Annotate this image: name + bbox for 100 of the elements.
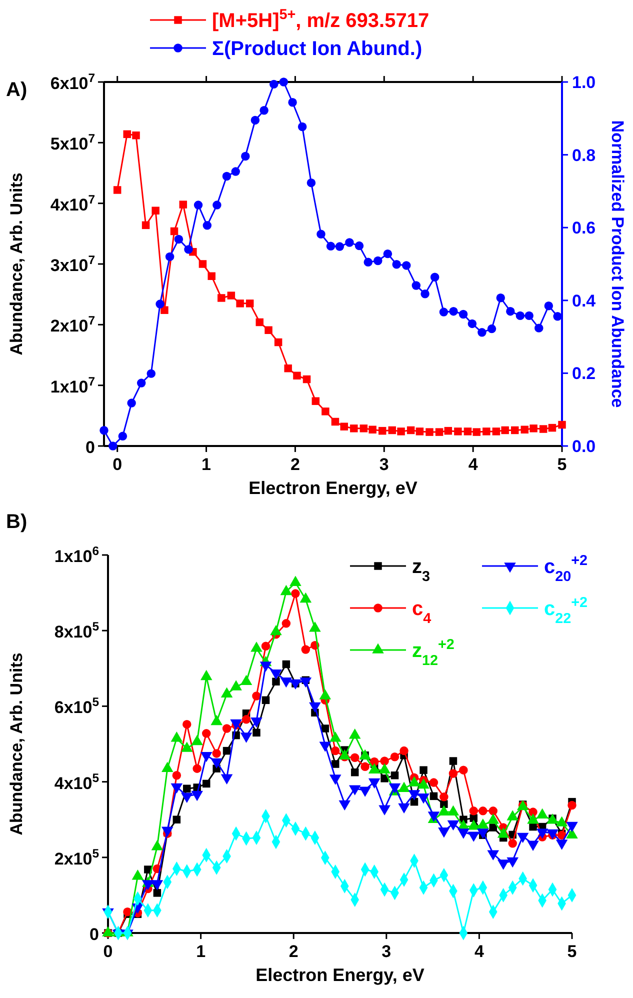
y-axis-title: Abundance, Arb. Units [7, 172, 26, 356]
x-axis-title: Electron Energy, eV [256, 965, 424, 985]
point [288, 98, 297, 107]
y2-tick-label: 1.0 [572, 73, 596, 92]
point [264, 326, 272, 334]
y2-tick-label: 0.8 [572, 146, 596, 165]
x-tick-label: 4 [474, 942, 484, 961]
point [174, 234, 184, 244]
y-tick-label: 2x10$^{7}$ [50, 314, 96, 336]
point [302, 375, 311, 384]
point [487, 324, 496, 334]
x-tick-label: 3 [382, 942, 392, 961]
point [256, 318, 264, 326]
point [236, 300, 244, 308]
point [269, 80, 278, 89]
point [322, 408, 330, 416]
point [402, 261, 411, 270]
point [454, 428, 462, 436]
point [142, 221, 150, 230]
point [202, 221, 212, 230]
point [227, 292, 236, 300]
point [435, 428, 444, 436]
point [194, 200, 203, 210]
point [516, 311, 525, 320]
y-tick-label: 4x10$^{7}$ [50, 192, 96, 214]
point [478, 328, 486, 337]
y2-axis-title: Normalized Product Ion Abundance [608, 120, 627, 408]
point [246, 300, 254, 308]
point [378, 426, 386, 435]
chart-title: B) [6, 511, 28, 533]
point [449, 306, 458, 316]
point [392, 260, 401, 269]
y2-tick-label: 0.4 [572, 291, 596, 310]
x-tick-label: 4 [468, 455, 478, 474]
point [553, 312, 562, 321]
point [368, 426, 376, 434]
point [312, 397, 320, 405]
point [420, 289, 430, 298]
point [212, 200, 222, 210]
point [426, 428, 434, 436]
point [198, 260, 207, 268]
point [345, 238, 354, 247]
x-tick-label: 2 [290, 455, 300, 474]
point [160, 306, 168, 314]
y-tick-label: 0 [90, 925, 99, 944]
point [496, 293, 506, 302]
point [406, 426, 415, 434]
point [534, 324, 544, 332]
point [416, 428, 424, 436]
point [472, 428, 480, 436]
point [118, 432, 128, 441]
y-tick-label: 1x10$^{6}$ [54, 544, 100, 566]
point [548, 424, 556, 432]
point [100, 426, 108, 435]
point [306, 178, 316, 188]
point [506, 306, 515, 316]
point [326, 242, 336, 251]
point [184, 245, 193, 254]
x-tick-label: 0 [112, 455, 122, 474]
point [298, 122, 307, 132]
point [468, 319, 477, 328]
point [152, 206, 160, 214]
point [222, 172, 232, 181]
y-tick-label: 4x10$^{5}$ [54, 770, 100, 793]
y2-tick-label: 0.6 [572, 218, 596, 238]
point [146, 369, 156, 378]
y-tick-label: 8x10$^{5}$ [54, 620, 100, 642]
y2-tick-label: 0.0 [572, 437, 596, 456]
point [360, 424, 368, 432]
point [279, 78, 288, 86]
point [340, 422, 348, 430]
point [231, 167, 240, 176]
y-tick-label: 2x10$^{5}$ [54, 846, 100, 868]
point [530, 424, 538, 432]
y2-tick-label: 0.2 [572, 364, 596, 384]
y-tick-label: 1x10$^{7}$ [50, 374, 96, 396]
point [354, 241, 364, 250]
legend-label: z$_{3}$ [412, 556, 430, 585]
point [208, 272, 216, 280]
x-axis-title: Electron Energy, eV [248, 478, 418, 498]
x-tick-label: 0 [103, 942, 113, 961]
point [544, 302, 554, 310]
y-tick-label: 6x10$^{5}$ [54, 695, 100, 718]
point [113, 186, 122, 194]
point [458, 310, 468, 319]
legend-label: Σ(Product Ion Abund.) [212, 38, 422, 60]
x-tick-label: 5 [567, 942, 577, 961]
point [464, 428, 472, 436]
point [250, 116, 260, 125]
legend-label: [M+5H]$^{5+}$, m/z 693.5717 [212, 7, 430, 32]
y-axis-title: Abundance, Arb. Units [7, 652, 26, 836]
legend-label: c$_{4}$ [412, 598, 432, 627]
chart-title: A) [6, 79, 28, 101]
point [539, 425, 548, 433]
point [108, 442, 118, 450]
point [524, 311, 534, 320]
point [350, 424, 358, 432]
point [156, 300, 164, 308]
x-tick-label: 3 [379, 455, 389, 474]
y-tick-label: 6x10$^{7}$ [50, 71, 96, 93]
